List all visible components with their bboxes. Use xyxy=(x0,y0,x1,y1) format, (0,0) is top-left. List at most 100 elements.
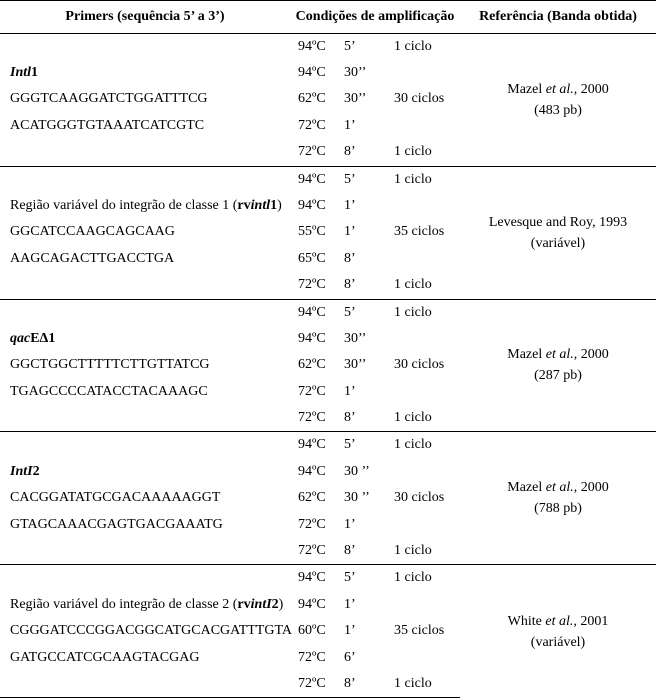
cond-cycles: 30 ciclos xyxy=(390,86,460,112)
primer-cell xyxy=(0,671,290,698)
header-primers: Primers (sequência 5’ a 3’) xyxy=(0,1,290,34)
cond-time: 8’ xyxy=(340,139,390,166)
cond-cycles: 1 ciclo xyxy=(390,538,460,565)
primer-cell: GTAGCAAACGAGTGACGAAATG xyxy=(0,512,290,538)
table-row: 94ºC5’1 cicloMazel et al., 2000(287 pb) xyxy=(0,299,656,326)
cond-temp: 94ºC xyxy=(290,432,340,459)
cond-temp: 94ºC xyxy=(290,299,340,326)
cond-temp: 72ºC xyxy=(290,139,340,166)
primer-cell: ACATGGGTGTAAATCATCGTC xyxy=(0,113,290,139)
cond-time: 8’ xyxy=(340,538,390,565)
table-row: 94ºC5’1 cicloWhite et al., 2001(variável… xyxy=(0,565,656,592)
cond-time: 8’ xyxy=(340,671,390,698)
primer-cell: GGCATCCAAGCAGCAAG xyxy=(0,219,290,245)
cond-cycles xyxy=(390,113,460,139)
cond-temp: 72ºC xyxy=(290,671,340,698)
cond-time: 1’ xyxy=(340,219,390,245)
cond-temp: 55ºC xyxy=(290,219,340,245)
cond-temp: 65ºC xyxy=(290,246,340,272)
primer-cell xyxy=(0,139,290,166)
cond-temp: 94ºC xyxy=(290,166,340,193)
cond-time: 5’ xyxy=(340,432,390,459)
reference-cell: White et al., 2001(variável) xyxy=(460,565,656,698)
cond-cycles: 1 ciclo xyxy=(390,166,460,193)
cond-cycles: 1 ciclo xyxy=(390,432,460,459)
primer-cell: IntI2 xyxy=(0,459,290,485)
table-row: 94ºC5’1 cicloLevesque and Roy, 1993(vari… xyxy=(0,166,656,193)
table-row: 94ºC5’1 cicloMazel et al., 2000(483 pb) xyxy=(0,33,656,60)
cond-temp: 62ºC xyxy=(290,352,340,378)
primer-cell xyxy=(0,538,290,565)
cond-temp: 72ºC xyxy=(290,405,340,432)
cond-time: 5’ xyxy=(340,33,390,60)
cond-cycles xyxy=(390,645,460,671)
cond-temp: 62ºC xyxy=(290,485,340,511)
primer-cell: TGAGCCCCATACCTACAAAGC xyxy=(0,379,290,405)
cond-time: 30 ’’ xyxy=(340,485,390,511)
cond-temp: 72ºC xyxy=(290,272,340,299)
cond-temp: 94ºC xyxy=(290,565,340,592)
cond-temp: 94ºC xyxy=(290,193,340,219)
cond-temp: 94ºC xyxy=(290,60,340,86)
cond-time: 1’ xyxy=(340,618,390,644)
cond-temp: 72ºC xyxy=(290,645,340,671)
cond-time: 30 ’’ xyxy=(340,459,390,485)
cond-cycles: 1 ciclo xyxy=(390,139,460,166)
cond-cycles: 1 ciclo xyxy=(390,272,460,299)
cond-time: 30’’ xyxy=(340,86,390,112)
primer-cell: Região variável do integrão de classe 2 … xyxy=(0,592,290,618)
primer-cell xyxy=(0,405,290,432)
cond-time: 6’ xyxy=(340,645,390,671)
cond-cycles: 30 ciclos xyxy=(390,352,460,378)
cond-cycles xyxy=(390,326,460,352)
cond-cycles: 1 ciclo xyxy=(390,405,460,432)
cond-time: 8’ xyxy=(340,246,390,272)
primer-cell xyxy=(0,432,290,459)
primer-cell xyxy=(0,272,290,299)
primer-cell xyxy=(0,166,290,193)
cond-time: 1’ xyxy=(340,379,390,405)
primer-cell xyxy=(0,33,290,60)
header-row: Primers (sequência 5’ a 3’) Condições de… xyxy=(0,1,656,34)
reference-cell: Mazel et al., 2000(483 pb) xyxy=(460,33,656,166)
cond-time: 1’ xyxy=(340,193,390,219)
cond-temp: 72ºC xyxy=(290,379,340,405)
cond-time: 5’ xyxy=(340,166,390,193)
cond-temp: 72ºC xyxy=(290,538,340,565)
cond-cycles xyxy=(390,379,460,405)
cond-cycles xyxy=(390,60,460,86)
primer-cell: GGCTGGCTTTTTCTTGTTATCG xyxy=(0,352,290,378)
primer-cell: Intl1 xyxy=(0,60,290,86)
cond-time: 1’ xyxy=(340,512,390,538)
primer-cell: GGGTCAAGGATCTGGATTTCG xyxy=(0,86,290,112)
cond-temp: 94ºC xyxy=(290,592,340,618)
cond-time: 8’ xyxy=(340,272,390,299)
primer-cell xyxy=(0,299,290,326)
primer-cell: AAGCAGACTTGACCTGA xyxy=(0,246,290,272)
reference-cell: Mazel et al., 2000(287 pb) xyxy=(460,299,656,432)
cond-time: 30’’ xyxy=(340,326,390,352)
cond-cycles: 35 ciclos xyxy=(390,618,460,644)
cond-cycles: 1 ciclo xyxy=(390,565,460,592)
cond-time: 30’’ xyxy=(340,60,390,86)
cond-temp: 72ºC xyxy=(290,512,340,538)
cond-time: 1’ xyxy=(340,592,390,618)
cond-temp: 60ºC xyxy=(290,618,340,644)
cond-temp: 94ºC xyxy=(290,459,340,485)
primer-cell: CACGGATATGCGACAAAAAGGT xyxy=(0,485,290,511)
cond-cycles: 1 ciclo xyxy=(390,33,460,60)
cond-temp: 94ºC xyxy=(290,326,340,352)
cond-temp: 94ºC xyxy=(290,33,340,60)
reference-cell: Levesque and Roy, 1993(variável) xyxy=(460,166,656,299)
cond-time: 5’ xyxy=(340,299,390,326)
cond-cycles xyxy=(390,246,460,272)
cond-time: 1’ xyxy=(340,113,390,139)
cond-time: 30’’ xyxy=(340,352,390,378)
header-reference: Referência (Banda obtida) xyxy=(460,1,656,34)
cond-cycles xyxy=(390,193,460,219)
primer-cell: GATGCCATCGCAAGTACGAG xyxy=(0,645,290,671)
header-conditions: Condições de amplificação xyxy=(290,1,460,34)
primer-cell xyxy=(0,565,290,592)
cond-cycles: 1 ciclo xyxy=(390,671,460,698)
cond-cycles xyxy=(390,459,460,485)
